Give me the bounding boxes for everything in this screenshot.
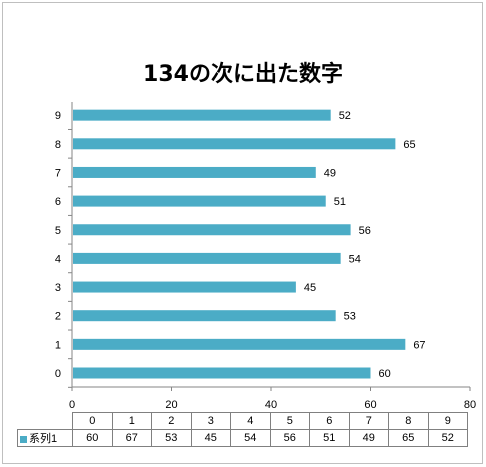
y-tick-label: 0 xyxy=(55,368,61,380)
data-label: 56 xyxy=(359,225,371,237)
y-tick-label: 2 xyxy=(55,311,61,323)
data-label: 54 xyxy=(349,253,361,265)
data-table-category: 6 xyxy=(309,412,350,430)
data-label: 52 xyxy=(339,110,351,122)
bar-1 xyxy=(73,338,406,350)
data-table-series-label: 系列1 xyxy=(17,429,73,447)
y-tick-label: 7 xyxy=(55,167,61,179)
x-tick-label: 40 xyxy=(265,399,277,411)
chart-title: 134の次に出た数字 xyxy=(143,62,343,87)
data-table-value: 67 xyxy=(111,429,152,447)
bar-9 xyxy=(73,109,331,121)
data-table-category: 7 xyxy=(348,412,389,430)
y-tick-label: 4 xyxy=(55,253,61,265)
y-tick-label: 5 xyxy=(55,225,61,237)
data-label: 45 xyxy=(304,282,316,294)
data-table-value: 49 xyxy=(348,429,389,447)
data-table-category: 1 xyxy=(111,412,152,430)
legend-key xyxy=(20,435,27,443)
data-table-category: 3 xyxy=(190,412,231,430)
x-tick-label: 60 xyxy=(364,399,376,411)
data-table-value: 56 xyxy=(269,429,310,447)
data-label: 67 xyxy=(413,339,425,351)
data-table-category: 2 xyxy=(151,412,192,430)
bar-2 xyxy=(73,310,336,322)
data-table-value: 51 xyxy=(309,429,350,447)
bar-0 xyxy=(73,367,371,379)
data-table-series-row: 系列1 60 67 53 45 54 56 51 49 65 52 xyxy=(17,429,468,447)
data-label: 60 xyxy=(379,368,391,380)
y-tick-label: 9 xyxy=(55,110,61,122)
bar-5 xyxy=(73,224,351,236)
series-name: 系列1 xyxy=(29,433,58,445)
data-table-value: 45 xyxy=(190,429,231,447)
data-table-corner xyxy=(17,412,73,430)
x-tick-label: 0 xyxy=(69,399,75,411)
data-table-value: 52 xyxy=(427,429,468,447)
data-table-value: 65 xyxy=(388,429,429,447)
x-tick-label: 20 xyxy=(165,399,177,411)
data-label: 51 xyxy=(334,196,346,208)
y-tick-label: 6 xyxy=(55,196,61,208)
bar-4 xyxy=(73,252,341,264)
data-table-category: 0 xyxy=(72,412,113,430)
y-tick-label: 3 xyxy=(55,282,61,294)
data-table-category: 4 xyxy=(230,412,271,430)
data-table-value: 60 xyxy=(72,429,113,447)
data-table-value: 54 xyxy=(230,429,271,447)
bar-7 xyxy=(73,166,316,178)
data-table-category: 8 xyxy=(388,412,429,430)
bar-3 xyxy=(73,281,296,293)
data-table-value: 53 xyxy=(151,429,192,447)
y-tick-label: 1 xyxy=(55,339,61,351)
x-tick-label: 80 xyxy=(464,399,476,411)
data-table-category: 5 xyxy=(269,412,310,430)
bar-8 xyxy=(73,138,396,150)
data-label: 49 xyxy=(324,167,336,179)
data-label: 65 xyxy=(403,139,415,151)
y-tick-label: 8 xyxy=(55,139,61,151)
data-label: 53 xyxy=(344,311,356,323)
bar-6 xyxy=(73,195,326,207)
data-table-category: 9 xyxy=(427,412,468,430)
